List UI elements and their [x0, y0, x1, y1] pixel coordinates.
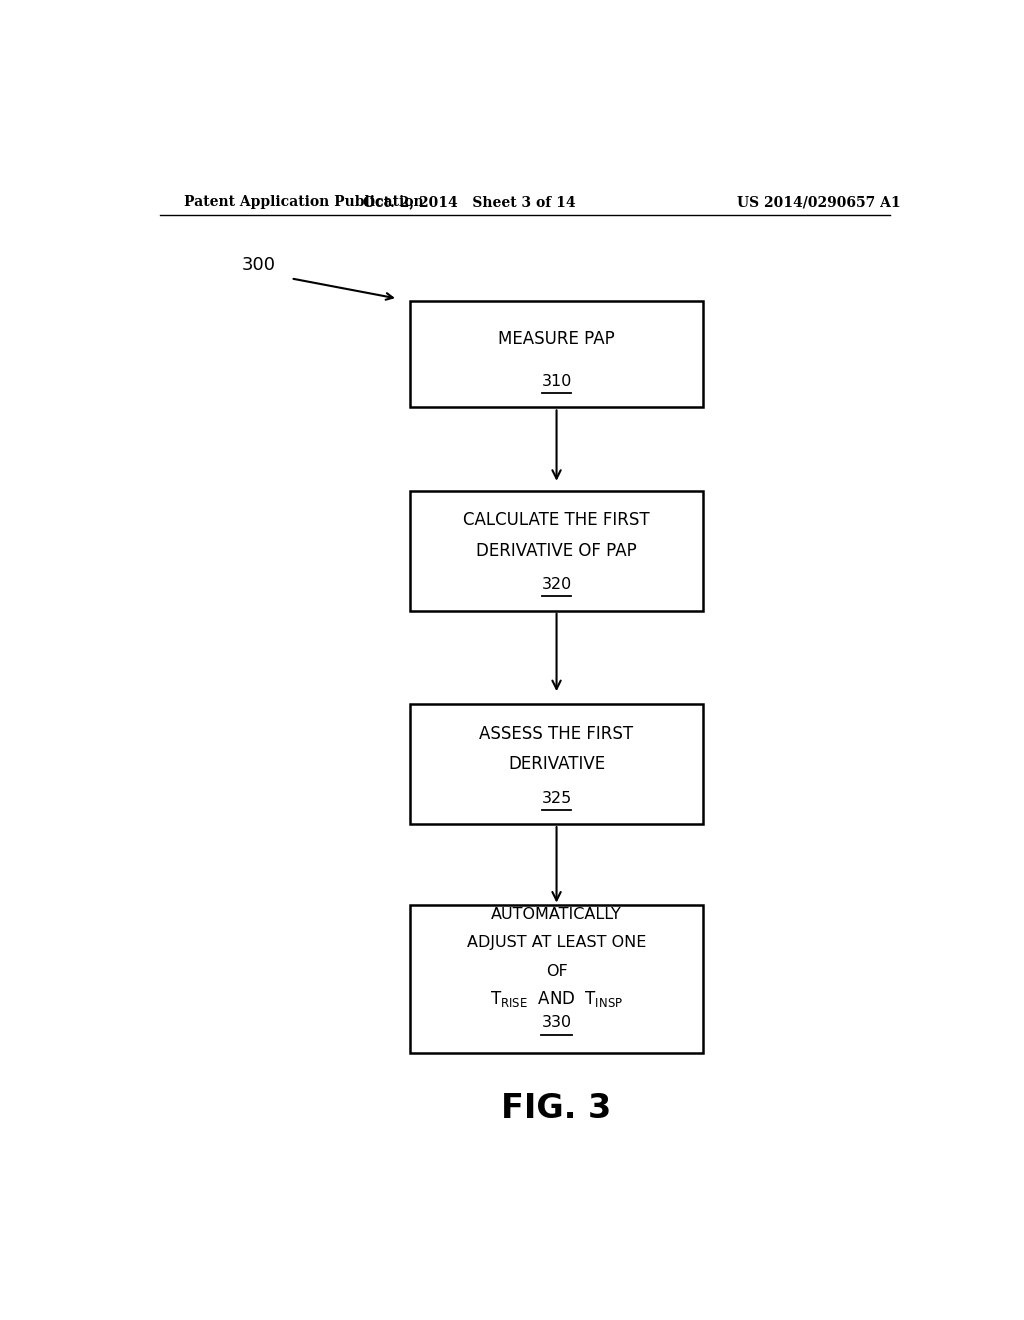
- Text: MEASURE PAP: MEASURE PAP: [498, 330, 615, 347]
- Text: Patent Application Publication: Patent Application Publication: [183, 195, 423, 209]
- Text: OF: OF: [546, 964, 567, 978]
- Text: 330: 330: [542, 1015, 571, 1031]
- Bar: [410, 704, 703, 824]
- Text: ADJUST AT LEAST ONE: ADJUST AT LEAST ONE: [467, 935, 646, 950]
- Text: $\mathregular{T}_{\mathregular{RISE}}$  AND  $\mathregular{T}_{\mathregular{INSP: $\mathregular{T}_{\mathregular{RISE}}$ A…: [490, 990, 623, 1010]
- Bar: [410, 301, 703, 408]
- Text: 320: 320: [542, 577, 571, 593]
- Text: CALCULATE THE FIRST: CALCULATE THE FIRST: [463, 511, 650, 529]
- Bar: [410, 906, 703, 1053]
- Text: 300: 300: [242, 256, 275, 275]
- Text: DERIVATIVE: DERIVATIVE: [508, 755, 605, 774]
- Text: ASSESS THE FIRST: ASSESS THE FIRST: [479, 725, 634, 743]
- Bar: [410, 491, 703, 611]
- Text: US 2014/0290657 A1: US 2014/0290657 A1: [736, 195, 900, 209]
- Text: 325: 325: [542, 791, 571, 805]
- Text: FIG. 3: FIG. 3: [502, 1092, 611, 1125]
- Text: Oct. 2, 2014   Sheet 3 of 14: Oct. 2, 2014 Sheet 3 of 14: [362, 195, 575, 209]
- Text: 310: 310: [542, 374, 571, 389]
- Text: AUTOMATICALLY: AUTOMATICALLY: [492, 907, 622, 921]
- Text: DERIVATIVE OF PAP: DERIVATIVE OF PAP: [476, 541, 637, 560]
